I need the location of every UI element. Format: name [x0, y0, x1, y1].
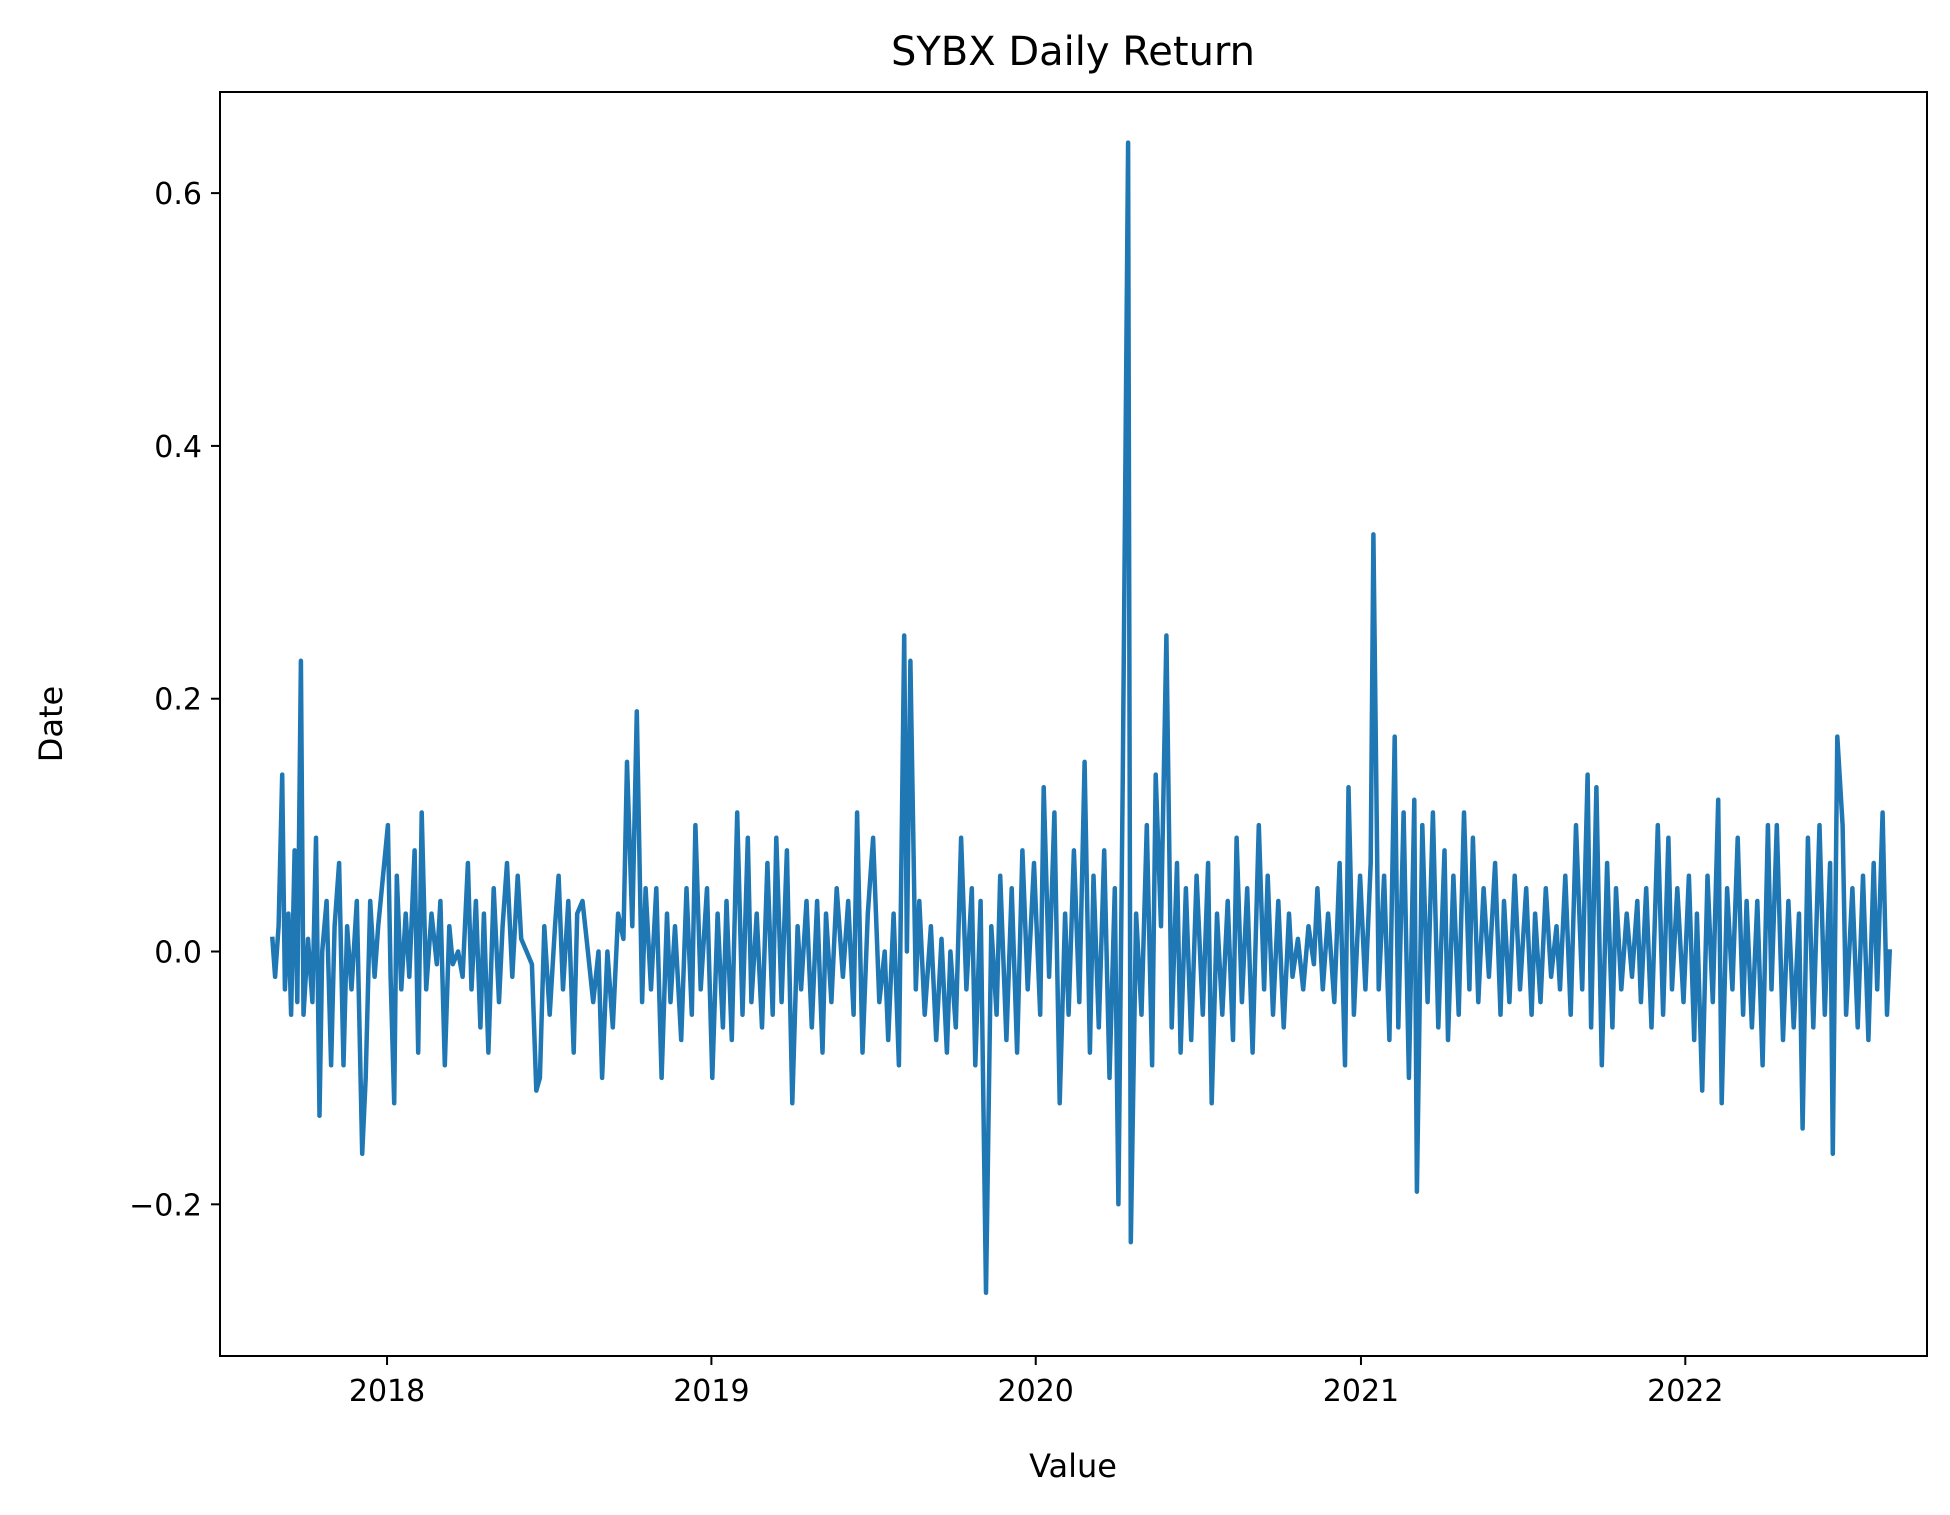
x-tick-label: 2022 [1647, 1374, 1723, 1409]
x-axis-label: Value [1029, 1447, 1117, 1485]
y-axis-label: Date [32, 686, 70, 762]
y-tick-label: 0.6 [154, 177, 202, 212]
x-tick-label: 2020 [998, 1374, 1074, 1409]
x-tick-label: 2018 [349, 1374, 425, 1409]
chart-title: SYBX Daily Return [891, 29, 1255, 75]
y-axis: −0.2 0.0 0.2 0.4 0.6 [129, 177, 220, 1223]
y-tick-label: 0.2 [154, 683, 202, 718]
series-line [269, 140, 1893, 1296]
plot-area [269, 140, 1893, 1296]
axes-frame [219, 91, 1928, 1357]
x-tick-label: 2021 [1323, 1374, 1399, 1409]
y-tick-label: 0.0 [154, 936, 202, 971]
x-axis: 2018 2019 2020 2021 2022 [349, 1356, 1723, 1409]
y-tick-label: 0.4 [154, 430, 202, 465]
y-tick-label: −0.2 [129, 1188, 202, 1223]
x-tick-label: 2019 [673, 1374, 749, 1409]
